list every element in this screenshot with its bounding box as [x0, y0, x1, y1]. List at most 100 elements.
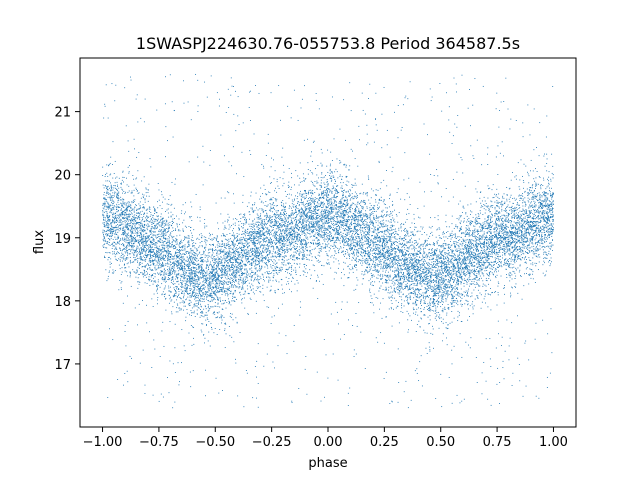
data-point — [473, 313, 474, 314]
data-point — [123, 221, 124, 222]
data-point — [330, 152, 331, 153]
data-point — [416, 262, 417, 263]
data-point — [126, 245, 127, 246]
data-point — [179, 255, 180, 256]
data-point — [446, 215, 447, 216]
data-point — [512, 252, 513, 253]
data-point — [502, 255, 503, 256]
data-point — [251, 279, 252, 280]
data-point — [468, 221, 469, 222]
data-point — [512, 279, 513, 280]
data-point — [537, 242, 538, 243]
data-point — [258, 280, 259, 281]
data-point — [466, 274, 467, 275]
data-point — [494, 253, 495, 254]
data-point — [362, 222, 363, 223]
data-point — [442, 246, 443, 247]
data-point — [237, 249, 238, 250]
data-point — [294, 242, 295, 243]
data-point — [136, 228, 137, 229]
data-point — [496, 263, 497, 264]
data-point — [169, 253, 170, 254]
data-point — [319, 197, 320, 198]
data-point — [415, 235, 416, 236]
data-point — [247, 285, 248, 286]
data-point — [316, 258, 317, 259]
data-point — [355, 183, 356, 184]
data-point — [205, 239, 206, 240]
data-point — [177, 226, 178, 227]
data-point — [357, 241, 358, 242]
data-point — [333, 261, 334, 262]
data-point — [510, 272, 511, 273]
data-point — [168, 255, 169, 256]
data-point — [477, 260, 478, 261]
data-point — [444, 292, 445, 293]
data-point — [168, 248, 169, 249]
data-point — [161, 330, 162, 331]
data-point — [472, 105, 473, 106]
data-point — [493, 184, 494, 185]
data-point — [506, 232, 507, 233]
data-point — [137, 236, 138, 237]
data-point — [547, 209, 548, 210]
data-point — [399, 243, 400, 244]
data-point — [385, 282, 386, 283]
data-point — [185, 226, 186, 227]
data-point — [239, 225, 240, 226]
data-point — [347, 212, 348, 213]
data-point — [176, 307, 177, 308]
data-point — [367, 227, 368, 228]
data-point — [243, 176, 244, 177]
data-point — [281, 262, 282, 263]
data-point — [192, 286, 193, 287]
data-point — [237, 239, 238, 240]
data-point — [500, 245, 501, 246]
data-point — [190, 273, 191, 274]
data-point — [410, 289, 411, 290]
data-point — [324, 265, 325, 266]
data-point — [404, 247, 405, 248]
data-point — [261, 268, 262, 269]
data-point — [150, 257, 151, 258]
data-point — [298, 210, 299, 211]
data-point — [315, 257, 316, 258]
data-point — [117, 260, 118, 261]
data-point — [446, 264, 447, 265]
data-point — [314, 265, 315, 266]
data-point — [522, 234, 523, 235]
data-point — [362, 230, 363, 231]
data-point — [372, 211, 373, 212]
data-point — [373, 249, 374, 250]
data-point — [516, 248, 517, 249]
data-point — [462, 298, 463, 299]
data-point — [130, 77, 131, 78]
data-point — [497, 229, 498, 230]
data-point — [410, 259, 411, 260]
data-point — [121, 223, 122, 224]
data-point — [417, 373, 418, 374]
data-point — [117, 185, 118, 186]
data-point — [198, 286, 199, 287]
data-point — [478, 261, 479, 262]
data-point — [448, 246, 449, 247]
data-point — [492, 243, 493, 244]
data-point — [483, 235, 484, 236]
data-point — [414, 249, 415, 250]
data-point — [200, 265, 201, 266]
data-point — [530, 134, 531, 135]
data-point — [121, 234, 122, 235]
data-point — [308, 229, 309, 230]
data-point — [542, 236, 543, 237]
data-point — [327, 191, 328, 192]
data-point — [407, 279, 408, 280]
data-point — [213, 279, 214, 280]
data-point — [105, 234, 106, 235]
data-point — [490, 264, 491, 265]
data-point — [155, 270, 156, 271]
data-point — [437, 242, 438, 243]
data-point — [190, 305, 191, 306]
data-point — [376, 271, 377, 272]
data-point — [535, 238, 536, 239]
data-point — [165, 156, 166, 157]
